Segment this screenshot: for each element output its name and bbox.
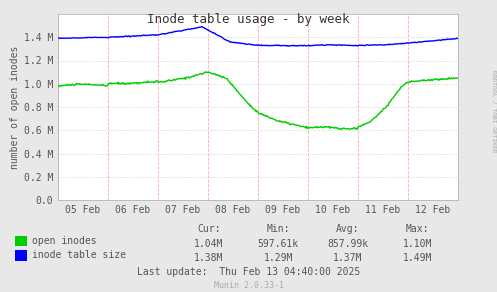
Text: 1.49M: 1.49M [403,253,432,263]
Text: 597.61k: 597.61k [258,239,299,249]
Text: 857.99k: 857.99k [328,239,368,249]
Text: 1.38M: 1.38M [194,253,224,263]
Text: 1.29M: 1.29M [263,253,293,263]
Text: Avg:: Avg: [336,224,360,234]
Text: Min:: Min: [266,224,290,234]
Text: Max:: Max: [406,224,429,234]
Text: inode table size: inode table size [32,251,126,260]
Text: open inodes: open inodes [32,236,97,246]
Text: 1.10M: 1.10M [403,239,432,249]
Y-axis label: number of open inodes: number of open inodes [9,45,19,169]
Text: 1.04M: 1.04M [194,239,224,249]
Text: Munin 2.0.33-1: Munin 2.0.33-1 [214,281,283,290]
Text: Inode table usage - by week: Inode table usage - by week [147,13,350,26]
Text: RRDTOOL / TOBI OETIKER: RRDTOOL / TOBI OETIKER [491,70,496,152]
Text: 1.37M: 1.37M [333,253,363,263]
Text: Cur:: Cur: [197,224,221,234]
Text: Last update:  Thu Feb 13 04:40:00 2025: Last update: Thu Feb 13 04:40:00 2025 [137,267,360,277]
